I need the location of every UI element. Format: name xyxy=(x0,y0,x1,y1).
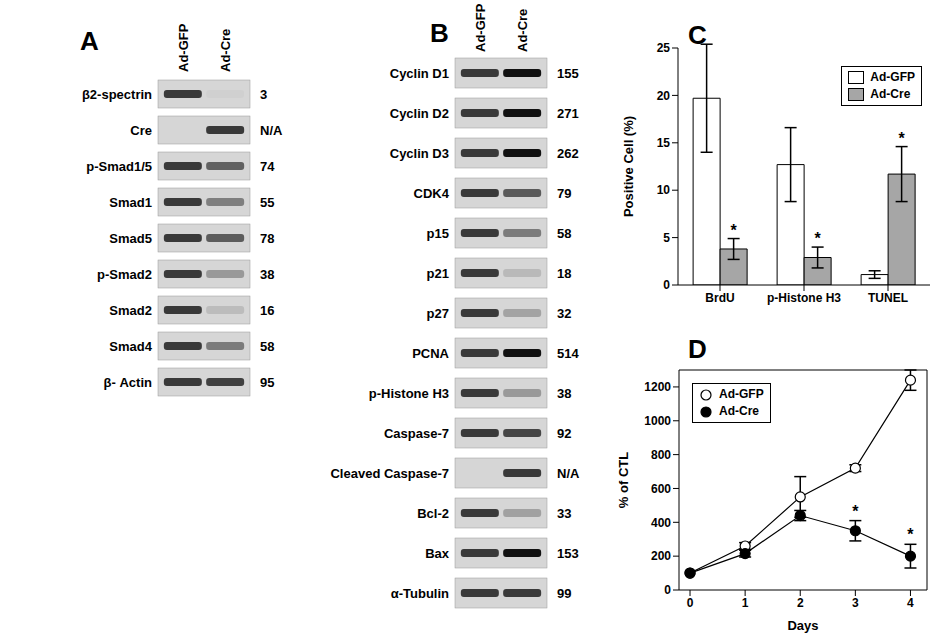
svg-text:N/A: N/A xyxy=(260,123,283,138)
svg-text:400: 400 xyxy=(651,516,671,530)
svg-text:95: 95 xyxy=(260,375,274,390)
svg-text:2: 2 xyxy=(797,596,804,610)
svg-text:25: 25 xyxy=(657,41,671,55)
svg-text:Smad4: Smad4 xyxy=(109,339,152,354)
svg-text:3: 3 xyxy=(852,596,859,610)
svg-text:D: D xyxy=(688,334,707,364)
svg-text:55: 55 xyxy=(260,195,274,210)
svg-text:16: 16 xyxy=(260,303,274,318)
svg-text:Bcl-2: Bcl-2 xyxy=(417,506,449,521)
svg-text:514: 514 xyxy=(557,346,579,361)
svg-text:600: 600 xyxy=(651,482,671,496)
svg-text:33: 33 xyxy=(557,506,571,521)
svg-text:Cre: Cre xyxy=(130,123,152,138)
svg-text:Positive Cell (%): Positive Cell (%) xyxy=(621,116,636,217)
svg-text:Smad2: Smad2 xyxy=(109,303,152,318)
svg-text:*: * xyxy=(731,222,738,239)
svg-text:38: 38 xyxy=(557,386,571,401)
svg-text:CDK4: CDK4 xyxy=(414,186,450,201)
html-text:Ad-GFP: Ad-GFP xyxy=(870,70,915,84)
svg-text:1200: 1200 xyxy=(644,380,671,394)
svg-text:Smad1: Smad1 xyxy=(109,195,152,210)
svg-text:p15: p15 xyxy=(427,226,449,241)
svg-text:C: C xyxy=(688,20,707,50)
svg-text:79: 79 xyxy=(557,186,571,201)
svg-text:*: * xyxy=(899,130,906,147)
svg-text:Ad-Cre: Ad-Cre xyxy=(218,29,233,72)
svg-text:800: 800 xyxy=(651,448,671,462)
svg-text:β2-spectrin: β2-spectrin xyxy=(82,87,152,102)
svg-text:Smad5: Smad5 xyxy=(109,231,152,246)
svg-text:Cyclin D1: Cyclin D1 xyxy=(390,66,449,81)
svg-text:5: 5 xyxy=(663,231,670,245)
svg-text:1: 1 xyxy=(742,596,749,610)
svg-text:200: 200 xyxy=(651,549,671,563)
svg-text:155: 155 xyxy=(557,66,579,81)
svg-text:Ad-Cre: Ad-Cre xyxy=(515,9,530,52)
svg-text:TUNEL: TUNEL xyxy=(868,291,908,305)
svg-text:p21: p21 xyxy=(427,266,449,281)
svg-text:B: B xyxy=(430,18,449,48)
svg-text:58: 58 xyxy=(557,226,571,241)
svg-text:Ad-GFP: Ad-GFP xyxy=(473,3,488,52)
svg-text:β- Actin: β- Actin xyxy=(104,375,152,390)
svg-text:Ad-GFP: Ad-GFP xyxy=(176,23,191,72)
svg-text:Cyclin D2: Cyclin D2 xyxy=(390,106,449,121)
svg-text:*: * xyxy=(815,230,822,247)
svg-text:99: 99 xyxy=(557,586,571,601)
svg-text:4: 4 xyxy=(907,596,914,610)
svg-text:271: 271 xyxy=(557,106,579,121)
svg-text:0: 0 xyxy=(687,596,694,610)
svg-text:Days: Days xyxy=(787,618,818,633)
svg-text:N/A: N/A xyxy=(557,466,580,481)
svg-text:74: 74 xyxy=(260,159,275,174)
svg-text:153: 153 xyxy=(557,546,579,561)
svg-text:*: * xyxy=(852,503,859,520)
svg-text:p-Histone H3: p-Histone H3 xyxy=(369,386,449,401)
html-text:Ad-Cre: Ad-Cre xyxy=(870,87,911,101)
svg-text:18: 18 xyxy=(557,266,571,281)
svg-text:Caspase-7: Caspase-7 xyxy=(384,426,449,441)
svg-text:Bax: Bax xyxy=(425,546,450,561)
svg-text:% of CTL: % of CTL xyxy=(616,452,631,508)
svg-text:32: 32 xyxy=(557,306,571,321)
svg-text:3: 3 xyxy=(260,87,267,102)
svg-text:0: 0 xyxy=(663,278,670,292)
html-text:Ad-GFP: Ad-GFP xyxy=(719,387,764,401)
svg-text:20: 20 xyxy=(657,89,671,103)
svg-text:Cleaved Caspase-7: Cleaved Caspase-7 xyxy=(330,466,449,481)
svg-text:Cyclin D3: Cyclin D3 xyxy=(390,146,449,161)
svg-text:58: 58 xyxy=(260,339,274,354)
svg-text:0: 0 xyxy=(664,583,671,597)
svg-text:p-Smad1/5: p-Smad1/5 xyxy=(86,159,152,174)
svg-text:10: 10 xyxy=(657,183,671,197)
svg-text:BrdU: BrdU xyxy=(705,291,734,305)
svg-text:PCNA: PCNA xyxy=(412,346,449,361)
svg-text:262: 262 xyxy=(557,146,579,161)
svg-text:A: A xyxy=(80,26,99,56)
svg-text:p27: p27 xyxy=(427,306,449,321)
svg-text:p-Histone H3: p-Histone H3 xyxy=(767,291,841,305)
svg-text:p-Smad2: p-Smad2 xyxy=(97,267,152,282)
svg-text:1000: 1000 xyxy=(644,414,671,428)
svg-text:α-Tubulin: α-Tubulin xyxy=(391,586,449,601)
svg-text:15: 15 xyxy=(657,136,671,150)
svg-text:38: 38 xyxy=(260,267,274,282)
svg-text:78: 78 xyxy=(260,231,274,246)
svg-text:*: * xyxy=(907,526,914,543)
svg-text:92: 92 xyxy=(557,426,571,441)
html-text:Ad-Cre: Ad-Cre xyxy=(719,404,759,418)
